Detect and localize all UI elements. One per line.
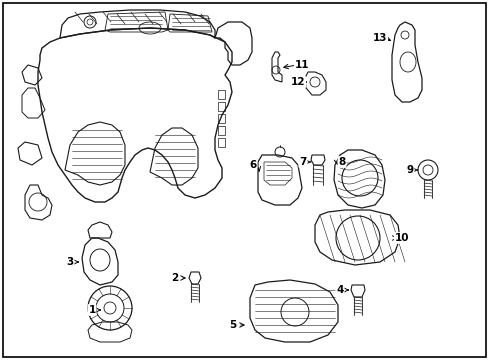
Text: 3: 3 [66, 257, 74, 267]
Text: 6: 6 [249, 160, 256, 170]
Text: 4: 4 [336, 285, 343, 295]
Text: 10: 10 [394, 233, 408, 243]
Text: 1: 1 [88, 305, 96, 315]
Text: 13: 13 [372, 33, 386, 43]
Text: 2: 2 [171, 273, 178, 283]
Text: 11: 11 [294, 60, 308, 70]
Text: 7: 7 [299, 157, 306, 167]
Text: 9: 9 [406, 165, 413, 175]
Text: 8: 8 [338, 157, 345, 167]
Text: 5: 5 [229, 320, 236, 330]
Text: 12: 12 [290, 77, 305, 87]
